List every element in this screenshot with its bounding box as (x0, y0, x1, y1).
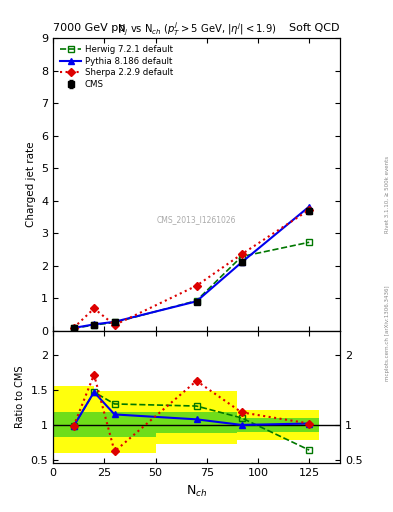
Herwig 7.2.1 default (92, 322, 96, 328)
Pythia 8.186 default (92, 322, 96, 328)
X-axis label: N$_{ch}$: N$_{ch}$ (186, 484, 207, 499)
Herwig 7.2.1 default (239, 253, 244, 260)
Pythia 8.186 default (112, 319, 117, 325)
Y-axis label: Ratio to CMS: Ratio to CMS (15, 366, 25, 428)
Herwig 7.2.1 default (112, 319, 117, 326)
Text: CMS_2013_I1261026: CMS_2013_I1261026 (157, 215, 236, 224)
Sherpa 2.2.9 default (112, 322, 117, 328)
Line: Sherpa 2.2.9 default: Sherpa 2.2.9 default (71, 207, 312, 331)
Line: Herwig 7.2.1 default: Herwig 7.2.1 default (70, 239, 312, 331)
Herwig 7.2.1 default (71, 325, 76, 331)
Pythia 8.186 default (71, 325, 76, 331)
Sherpa 2.2.9 default (307, 207, 312, 213)
Sherpa 2.2.9 default (194, 283, 199, 289)
Text: mcplots.cern.ch [arXiv:1306.3436]: mcplots.cern.ch [arXiv:1306.3436] (385, 285, 390, 380)
Text: Soft QCD: Soft QCD (290, 23, 340, 33)
Sherpa 2.2.9 default (239, 251, 244, 258)
Herwig 7.2.1 default (194, 297, 199, 304)
Line: Pythia 8.186 default: Pythia 8.186 default (70, 203, 313, 331)
Text: 7000 GeV pp: 7000 GeV pp (53, 23, 125, 33)
Title: N$_j$ vs N$_{ch}$ ($p_T^j$$>$5 GeV, $|\eta^j|$$<$1.9): N$_j$ vs N$_{ch}$ ($p_T^j$$>$5 GeV, $|\e… (117, 21, 276, 38)
Sherpa 2.2.9 default (71, 325, 76, 331)
Pythia 8.186 default (239, 259, 244, 265)
Herwig 7.2.1 default (307, 239, 312, 245)
Text: Rivet 3.1.10, ≥ 500k events: Rivet 3.1.10, ≥ 500k events (385, 156, 390, 233)
Legend: Herwig 7.2.1 default, Pythia 8.186 default, Sherpa 2.2.9 default, CMS: Herwig 7.2.1 default, Pythia 8.186 defau… (57, 42, 176, 92)
Sherpa 2.2.9 default (92, 306, 96, 312)
Pythia 8.186 default (307, 203, 312, 209)
Y-axis label: Charged jet rate: Charged jet rate (26, 142, 35, 227)
Pythia 8.186 default (194, 298, 199, 305)
